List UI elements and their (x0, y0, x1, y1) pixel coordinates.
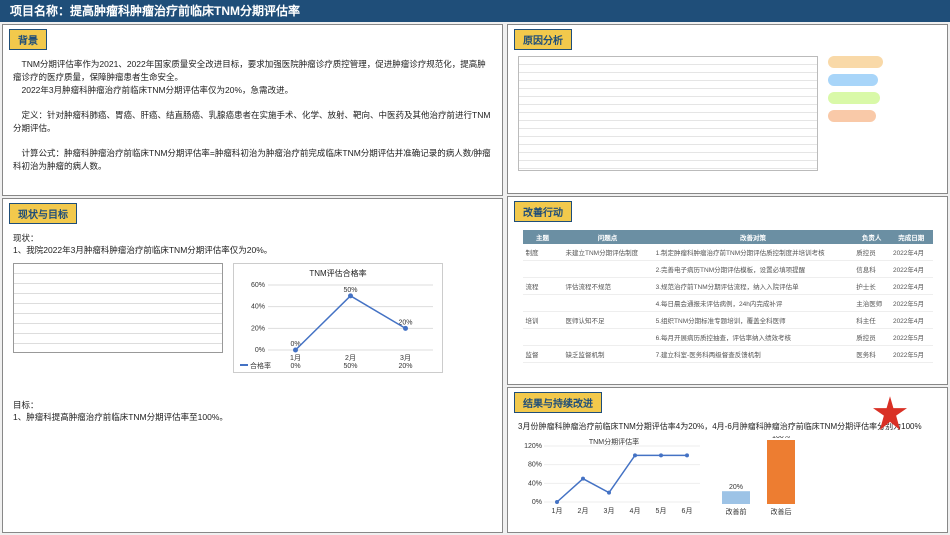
svg-text:40%: 40% (251, 304, 265, 311)
result-header: 结果与持续改进 (514, 392, 602, 413)
result-line-chart: TNM分期评估率 0% 40% 80% 120% 1月 2月 3月 4月 5月 6月 (524, 436, 704, 516)
svg-text:60%: 60% (251, 282, 265, 289)
action-header: 改善行动 (514, 201, 572, 222)
cause-table-image (518, 56, 818, 171)
svg-text:40%: 40% (528, 481, 542, 488)
svg-text:改善前: 改善前 (726, 507, 747, 516)
result-text: 3月份肿瘤科肿瘤治疗前临床TNM分期评估率4为20%，4月-6月肿瘤科肿瘤治疗前… (518, 421, 937, 432)
svg-text:TNM分期评估率: TNM分期评估率 (589, 437, 639, 446)
svg-text:20%: 20% (251, 325, 265, 332)
svg-text:改善后: 改善后 (771, 507, 792, 516)
goal-line: 1、肿瘤科提高肿瘤治疗前临床TNM分期评估率至100%。 (13, 411, 492, 424)
goal-label: 目标： (13, 399, 492, 412)
svg-text:6月: 6月 (682, 507, 693, 515)
svg-text:0%: 0% (255, 347, 265, 354)
panel-current: 现状与目标 现状： 1、我院2022年3月肿瘤科肿瘤治疗前临床TNM分期评估率仅… (2, 198, 503, 533)
bg-p4: 计算公式：肿瘤科肿瘤治疗前临床TNM分期评估率=肿瘤科初治为肿瘤治疗前完成临床T… (13, 147, 492, 173)
cause-bubbles (828, 56, 888, 128)
status-line: 1、我院2022年3月肿瘤科肿瘤治疗前临床TNM分期评估率仅为20%。 (13, 244, 492, 257)
background-header: 背景 (9, 29, 47, 50)
bg-p2: 2022年3月肿瘤科肿瘤治疗前临床TNM分期评估率仅为20%，急需改进。 (13, 84, 492, 97)
svg-text:1月: 1月 (552, 507, 563, 515)
svg-text:5月: 5月 (656, 507, 667, 515)
cause-header: 原因分析 (514, 29, 572, 50)
status-label: 现状： (13, 232, 492, 245)
svg-text:0%: 0% (290, 363, 300, 370)
action-table: 主题问题点改善对策负责人完成日期 制度未建立TNM分期评估制度1.制定肿瘤科肿瘤… (523, 230, 933, 363)
svg-text:合格率: 合格率 (250, 361, 271, 370)
status-data-table (13, 263, 223, 353)
svg-text:2月: 2月 (345, 354, 356, 362)
svg-text:4月: 4月 (630, 507, 641, 515)
svg-text:20%: 20% (729, 485, 743, 492)
tnm-rate-chart: TNM评估合格率 0%20%40%60%1月0%0%2月50%50%3月20%2… (233, 263, 443, 373)
result-bar-chart: 改善前 20% 改善后 100% (710, 436, 810, 516)
panel-cause: 原因分析 (507, 24, 948, 194)
svg-text:120%: 120% (524, 443, 542, 450)
panel-action: 改善行动 主题问题点改善对策负责人完成日期 制度未建立TNM分期评估制度1.制定… (507, 196, 948, 386)
svg-text:80%: 80% (528, 462, 542, 469)
page-title: 项目名称：提高肿瘤科肿瘤治疗前临床TNM分期评估率 (0, 0, 950, 22)
chart-title: TNM评估合格率 (238, 268, 438, 280)
svg-text:3月: 3月 (604, 507, 615, 515)
svg-text:50%: 50% (343, 287, 357, 294)
panel-result: 结果与持续改进 3月份肿瘤科肿瘤治疗前临床TNM分期评估率4为20%，4月-6月… (507, 387, 948, 533)
svg-text:2月: 2月 (578, 507, 589, 515)
svg-text:3月: 3月 (400, 354, 411, 362)
svg-text:1月: 1月 (290, 354, 301, 362)
svg-text:100%: 100% (772, 436, 790, 440)
svg-text:20%: 20% (398, 363, 412, 370)
current-header: 现状与目标 (9, 203, 77, 224)
bg-p3: 定义：针对肿瘤科肺癌、胃癌、肝癌、结直肠癌、乳腺癌患者在实施手术、化学、放射、靶… (13, 109, 492, 135)
svg-text:0%: 0% (532, 499, 542, 506)
bg-p1: TNM分期评估率作为2021、2022年国家质量安全改进目标，要求加强医院肿瘤诊… (13, 58, 492, 84)
svg-text:50%: 50% (343, 363, 357, 370)
panel-background: 背景 TNM分期评估率作为2021、2022年国家质量安全改进目标，要求加强医院… (2, 24, 503, 196)
